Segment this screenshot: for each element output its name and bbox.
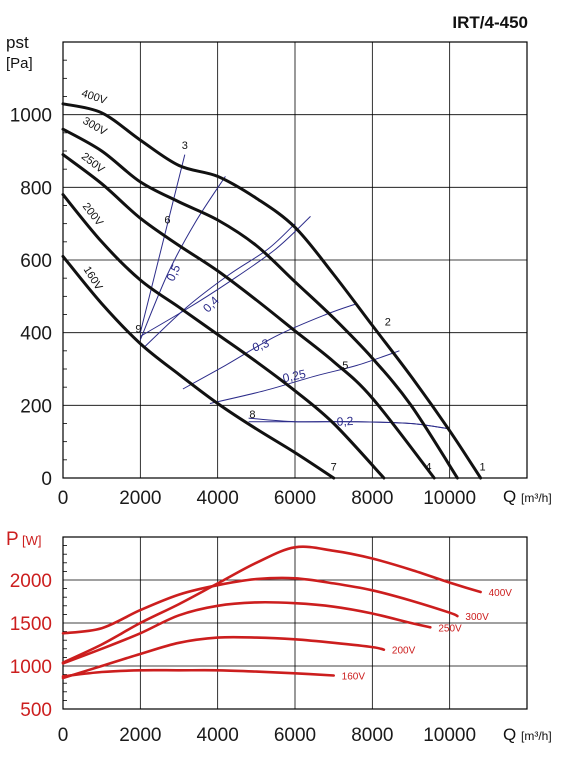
pressure-curve-label: 250V xyxy=(79,151,107,177)
power-y-tick-label: 500 xyxy=(20,700,52,721)
operating-point-label: 5 xyxy=(342,360,348,372)
pressure-x-ticks: 0 2000 4000 6000 8000 10000 xyxy=(58,488,476,509)
power-curve-400v xyxy=(61,545,482,664)
pressure-x-tick-label: 8000 xyxy=(351,488,393,509)
power-curve-label: 400V xyxy=(489,588,513,599)
power-curve-label: 160V xyxy=(342,671,366,682)
power-xlabel-prefix: Q xyxy=(503,725,516,744)
efficiency-curve xyxy=(209,350,400,404)
power-y-tick-label: 1000 xyxy=(10,657,52,678)
pressure-curve-200v xyxy=(61,193,386,480)
power-ylabel-unit: [W] xyxy=(22,533,42,548)
pressure-ylabel-unit: [Pa] xyxy=(6,55,33,72)
power-curve-300v xyxy=(61,576,459,635)
power-curve-250v xyxy=(61,600,432,665)
pressure-curve-label: 400V xyxy=(80,88,109,108)
power-ylabel-symbol: P xyxy=(6,529,19,550)
power-xlabel-unit: [m³/h] xyxy=(521,729,552,743)
power-y-tick-label: 1500 xyxy=(10,614,52,635)
operating-line xyxy=(139,154,186,333)
operating-point-label: 1 xyxy=(479,462,485,474)
efficiency-curve xyxy=(143,223,296,348)
efficiency-label: 0,3 xyxy=(251,336,272,355)
power-curve-200v xyxy=(61,635,386,680)
operating-point-label: 9 xyxy=(135,324,141,336)
power-x-tick-label: 4000 xyxy=(197,725,239,746)
pressure-x-tick-label: 4000 xyxy=(197,488,239,509)
pressure-series xyxy=(61,102,483,480)
pressure-x-tick-label: 2000 xyxy=(119,488,161,509)
pressure-xlabel-unit: [m³/h] xyxy=(521,491,552,505)
pressure-x-tick-label: 6000 xyxy=(274,488,316,509)
operating-point-label: 8 xyxy=(249,409,255,421)
pressure-curve-300v xyxy=(61,127,459,480)
pressure-grid xyxy=(63,42,527,478)
pressure-curve-label: 160V xyxy=(81,264,105,293)
model-title: IRT/4-450 xyxy=(452,13,528,32)
pressure-curve-label: 300V xyxy=(81,115,110,139)
pressure-y-tick-label: 400 xyxy=(20,324,52,345)
pressure-curve-160v xyxy=(61,254,336,480)
power-curve-160v xyxy=(61,668,335,678)
efficiency-lines: 0,5 0,4 0,3 0,25 0,2 xyxy=(139,154,450,430)
efficiency-label: 0,2 xyxy=(336,414,354,429)
pressure-y-tick-label: 0 xyxy=(41,469,52,490)
pressure-x-tick-label: 10000 xyxy=(423,488,476,509)
efficiency-label: 0,5 xyxy=(164,262,184,283)
power-chart: P [W] 0 2000 4000 6000 8000 10000 500 1000 1500… xyxy=(6,529,552,746)
pressure-ylabel-symbol: pst xyxy=(6,33,29,52)
efficiency-label: 0,25 xyxy=(281,367,307,386)
power-curve-label: 300V xyxy=(465,612,489,623)
efficiency-curve xyxy=(139,176,226,341)
pressure-y-tick-label: 200 xyxy=(20,396,52,417)
operating-point-label: 3 xyxy=(182,140,188,152)
pressure-y-tick-label: 600 xyxy=(20,251,52,272)
power-curve-label: 200V xyxy=(392,646,416,657)
operating-point-label: 4 xyxy=(425,462,431,474)
pressure-curve-label: 200V xyxy=(80,201,106,229)
pressure-curve-250v xyxy=(61,153,436,480)
efficiency-curve xyxy=(182,303,358,390)
power-grid xyxy=(63,537,527,709)
pressure-chart: pst [Pa] 0 2000 4000 6000 8000 10000 0 200 400 6… xyxy=(6,33,552,509)
power-x-tick-label: 2000 xyxy=(119,725,161,746)
power-curve-label: 250V xyxy=(438,623,462,634)
power-x-tick-label: 10000 xyxy=(423,725,476,746)
operating-point-label: 7 xyxy=(331,462,337,474)
power-series xyxy=(61,545,482,680)
pressure-curve-400v xyxy=(61,102,483,480)
pressure-x-tick-label: 0 xyxy=(58,488,69,509)
power-x-tick-label: 0 xyxy=(58,725,69,746)
pressure-xlabel-prefix: Q xyxy=(503,487,516,506)
pressure-y-ticks: 0 200 400 600 800 1000 xyxy=(10,106,52,490)
power-y-ticks: 500 1000 1500 2000 xyxy=(10,571,52,721)
efficiency-label: 0,4 xyxy=(200,293,222,315)
power-y-tick-label: 2000 xyxy=(10,571,52,592)
operating-point-label: 2 xyxy=(385,316,391,328)
power-x-ticks: 0 2000 4000 6000 8000 10000 xyxy=(58,725,476,746)
power-x-tick-label: 8000 xyxy=(351,725,393,746)
operating-point-label: 6 xyxy=(164,215,170,227)
power-x-tick-label: 6000 xyxy=(274,725,316,746)
operating-line xyxy=(140,216,311,337)
pressure-y-tick-label: 800 xyxy=(20,178,52,199)
pressure-y-tick-label: 1000 xyxy=(10,106,52,127)
